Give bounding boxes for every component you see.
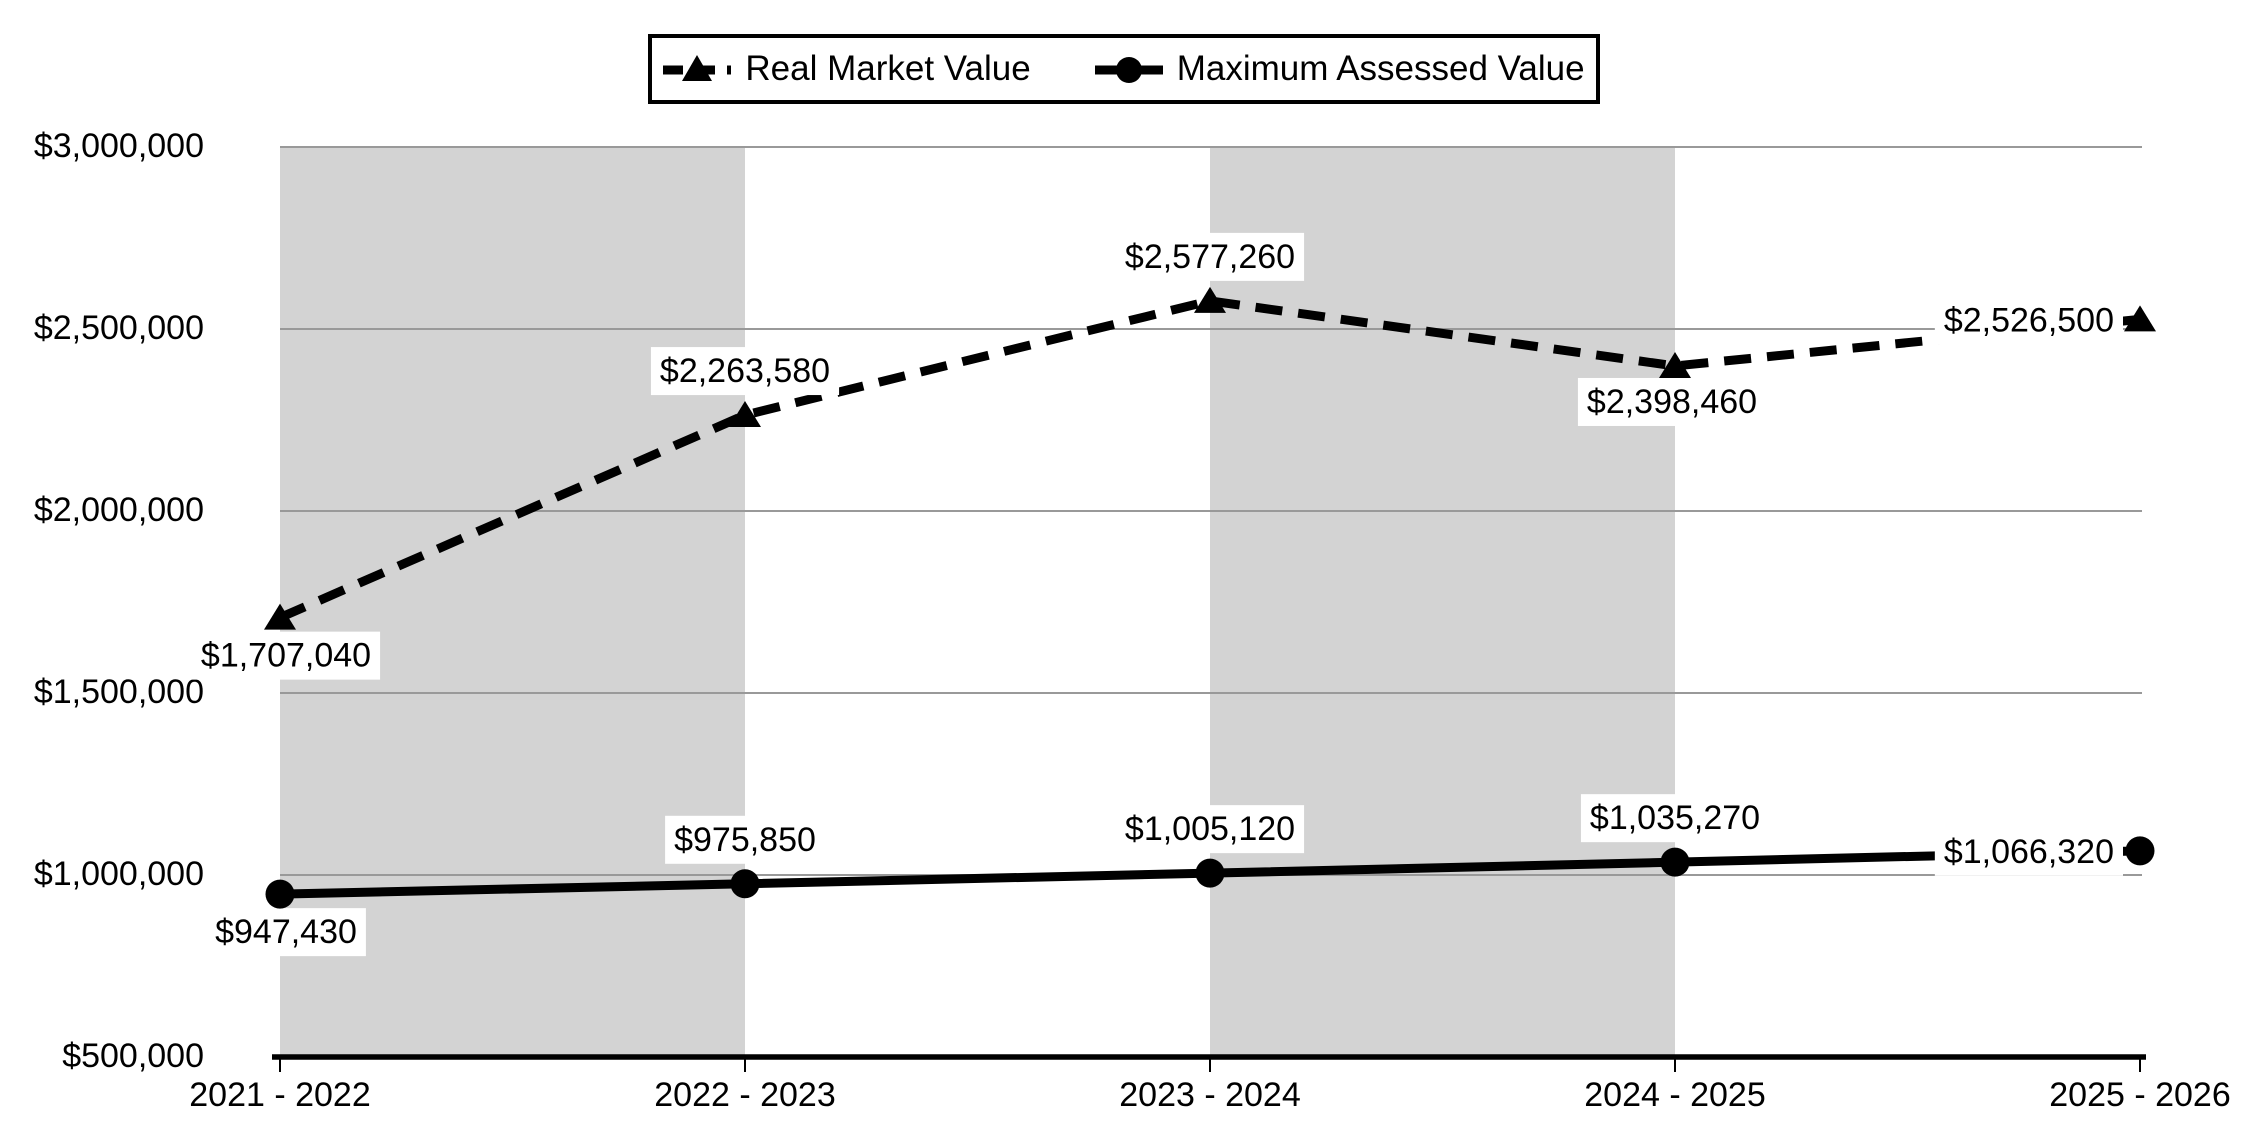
y-tick-label: $2,000,000 — [34, 491, 204, 529]
data-label-maximum-assessed-value: $975,850 — [674, 821, 816, 859]
marker-circle-maximum-assessed-value — [1660, 847, 1690, 877]
y-tick-label: $1,500,000 — [34, 673, 204, 711]
data-label-bg — [1580, 794, 1770, 843]
legend-label-maximum-assessed-value: Maximum Assessed Value — [1176, 49, 1585, 88]
data-label-real-market-value: $2,577,260 — [1125, 238, 1295, 276]
marker-triangle-real-market-value — [2124, 305, 2156, 332]
data-label-real-market-value: $2,398,460 — [1587, 383, 1757, 421]
data-label-maximum-assessed-value: $947,430 — [215, 913, 357, 951]
data-label-bg — [1115, 805, 1305, 854]
marker-triangle-real-market-value — [1194, 286, 1226, 313]
marker-triangle-real-market-value — [729, 401, 761, 428]
marker-circle-maximum-assessed-value — [2125, 836, 2155, 866]
data-label-maximum-assessed-value: $1,035,270 — [1590, 799, 1760, 837]
legend-item-real-market-value: Real Market Value — [663, 49, 1031, 89]
legend: Real Market Value Maximum Assessed Value — [648, 34, 1600, 104]
y-tick-label: $1,000,000 — [34, 855, 204, 893]
x-tick-label: 2024 - 2025 — [1584, 1076, 1766, 1114]
series-line-real-market-value — [278, 296, 2141, 622]
y-tick-label: $500,000 — [62, 1037, 204, 1075]
solid-line-circle-marker-icon — [1094, 57, 1163, 83]
legend-item-maximum-assessed-value: Maximum Assessed Value — [1094, 49, 1585, 89]
x-tick-label: 2022 - 2023 — [654, 1076, 836, 1114]
data-label-bg — [1934, 296, 2123, 345]
marker-circle-maximum-assessed-value — [1195, 858, 1225, 888]
data-label-bg — [1934, 827, 2123, 876]
x-tick-label: 2021 - 2022 — [189, 1076, 371, 1114]
data-label-maximum-assessed-value: $1,066,320 — [1944, 833, 2114, 871]
data-label-bg — [191, 631, 381, 680]
data-label-real-market-value: $2,526,500 — [1944, 301, 2114, 339]
dashed-line-triangle-marker-icon — [663, 55, 732, 81]
data-label-bg — [665, 815, 825, 864]
shaded-band — [280, 147, 745, 1057]
marker-triangle-real-market-value — [264, 603, 296, 630]
marker-circle-maximum-assessed-value — [730, 869, 760, 899]
data-label-maximum-assessed-value: $1,005,120 — [1125, 810, 1295, 848]
data-label-real-market-value: $1,707,040 — [201, 637, 371, 675]
data-label-bg — [1115, 232, 1305, 281]
marker-circle-maximum-assessed-value — [265, 879, 295, 909]
y-tick-label: $3,000,000 — [34, 127, 204, 165]
y-tick-label: $2,500,000 — [34, 309, 204, 347]
marker-triangle-real-market-value — [1659, 351, 1691, 378]
data-label-real-market-value: $2,263,580 — [660, 352, 830, 390]
x-tick-label: 2025 - 2026 — [2049, 1076, 2231, 1114]
legend-label-real-market-value: Real Market Value — [745, 49, 1031, 88]
shaded-band — [1210, 147, 1675, 1057]
data-label-bg — [206, 908, 366, 957]
data-label-bg — [650, 347, 840, 396]
data-label-bg — [1577, 377, 1767, 426]
x-tick-label: 2023 - 2024 — [1119, 1076, 1301, 1114]
